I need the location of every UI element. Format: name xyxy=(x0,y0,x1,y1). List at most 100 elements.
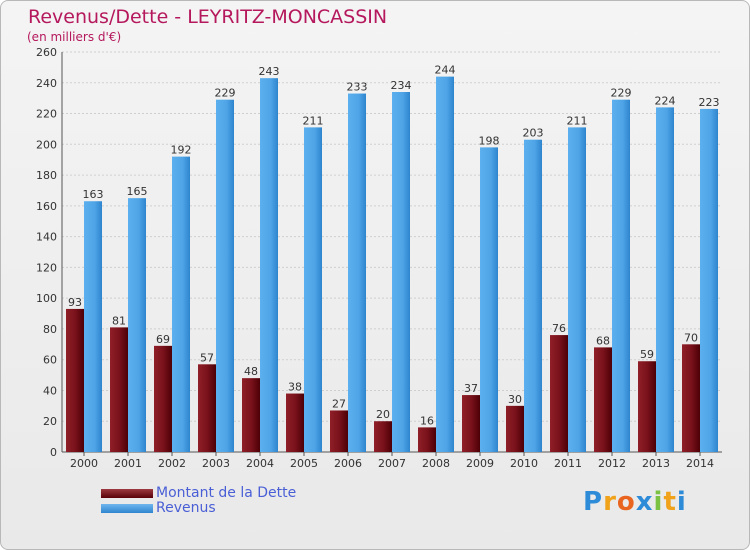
data-label-revenus-2003: 229 xyxy=(215,87,236,100)
bar-revenus-2009 xyxy=(480,147,498,452)
chart-subtitle: (en milliers d'€) xyxy=(27,30,122,44)
data-label-revenus-2002: 192 xyxy=(171,144,192,157)
bar-revenus-2007 xyxy=(392,92,410,452)
logo-letter: i xyxy=(653,487,664,517)
x-tick-label: 2006 xyxy=(334,457,362,470)
y-tick-label: 60 xyxy=(43,354,57,367)
data-label-debt-2008: 16 xyxy=(420,414,434,427)
data-label-revenus-2001: 165 xyxy=(127,185,148,198)
bar-debt-2014 xyxy=(682,344,700,452)
y-tick-label: 240 xyxy=(36,77,57,90)
bar-revenus-2006 xyxy=(348,93,366,453)
legend-swatch-revenus xyxy=(101,504,153,513)
data-label-revenus-2005: 211 xyxy=(303,114,324,127)
data-label-debt-2002: 69 xyxy=(156,333,170,346)
x-tick-label: 2010 xyxy=(510,457,538,470)
data-label-revenus-2013: 224 xyxy=(655,94,676,107)
x-tick-label: 2014 xyxy=(686,457,714,470)
bar-revenus-2010 xyxy=(524,139,542,452)
x-tick-label: 2005 xyxy=(290,457,318,470)
data-label-debt-2000: 93 xyxy=(68,296,82,309)
data-label-revenus-2004: 243 xyxy=(259,65,280,78)
y-tick-label: 20 xyxy=(43,415,57,428)
logo-letter: i xyxy=(676,487,687,517)
data-label-debt-2009: 37 xyxy=(464,382,478,395)
bar-revenus-2008 xyxy=(436,76,454,452)
y-tick-label: 100 xyxy=(36,292,57,305)
y-tick-label: 160 xyxy=(36,200,57,213)
bar-revenus-2000 xyxy=(84,201,102,452)
bar-debt-2008 xyxy=(418,427,436,452)
x-tick-label: 2007 xyxy=(378,457,406,470)
x-tick-label: 2009 xyxy=(466,457,494,470)
bar-revenus-2004 xyxy=(260,78,278,453)
logo-letter: P xyxy=(583,487,604,517)
y-tick-label: 200 xyxy=(36,138,57,151)
data-label-revenus-2014: 223 xyxy=(699,96,720,109)
bar-debt-2003 xyxy=(198,364,216,452)
data-label-debt-2014: 70 xyxy=(684,331,698,344)
chart-title: Revenus/Dette - LEYRITZ-MONCASSIN xyxy=(28,6,388,28)
data-label-debt-2005: 38 xyxy=(288,381,302,394)
logo-letter: x xyxy=(635,487,654,517)
bar-debt-2000 xyxy=(66,308,84,452)
x-tick-label: 2011 xyxy=(554,457,582,470)
data-label-debt-2011: 76 xyxy=(552,322,566,335)
bar-debt-2007 xyxy=(374,421,392,452)
bar-debt-2005 xyxy=(286,393,304,452)
x-tick-label: 2002 xyxy=(158,457,186,470)
data-label-revenus-2006: 233 xyxy=(347,81,368,94)
logo-letter: o xyxy=(616,487,636,517)
bar-debt-2012 xyxy=(594,347,612,452)
data-label-revenus-2010: 203 xyxy=(523,127,544,140)
y-tick-label: 80 xyxy=(43,323,57,336)
x-tick-label: 2012 xyxy=(598,457,626,470)
logo-letter: r xyxy=(603,487,617,517)
bar-revenus-2012 xyxy=(612,99,630,452)
data-label-debt-2013: 59 xyxy=(640,348,654,361)
bar-debt-2010 xyxy=(506,405,524,452)
data-label-revenus-2000: 163 xyxy=(83,188,104,201)
bar-revenus-2005 xyxy=(304,127,322,452)
data-label-debt-2004: 48 xyxy=(244,365,258,378)
bar-debt-2013 xyxy=(638,361,656,452)
bar-revenus-2013 xyxy=(656,107,674,452)
legend-label-revenus: Revenus xyxy=(156,500,216,516)
bar-debt-2011 xyxy=(550,335,568,452)
proxiti-logo: Proxiti xyxy=(583,487,687,517)
y-tick-label: 40 xyxy=(43,384,57,397)
y-tick-label: 180 xyxy=(36,169,57,182)
data-label-debt-2012: 68 xyxy=(596,334,610,347)
legend-label-debt: Montant de la Dette xyxy=(156,485,297,501)
y-tick-label: 140 xyxy=(36,231,57,244)
data-label-debt-2007: 20 xyxy=(376,408,390,421)
data-label-revenus-2011: 211 xyxy=(567,114,588,127)
y-tick-label: 0 xyxy=(50,446,57,459)
x-tick-label: 2000 xyxy=(70,457,98,470)
bar-revenus-2002 xyxy=(172,156,190,452)
bar-debt-2002 xyxy=(154,345,172,452)
data-label-revenus-2009: 198 xyxy=(479,134,500,147)
bar-revenus-2001 xyxy=(128,198,146,452)
bar-debt-2004 xyxy=(242,378,260,452)
bar-revenus-2014 xyxy=(700,108,718,452)
legend-swatch-debt xyxy=(101,489,153,498)
y-tick-label: 260 xyxy=(36,46,57,59)
bar-debt-2001 xyxy=(110,327,128,452)
x-tick-label: 2001 xyxy=(114,457,142,470)
bar-debt-2006 xyxy=(330,410,348,452)
logo-letter: t xyxy=(663,487,677,517)
y-tick-label: 120 xyxy=(36,261,57,274)
data-label-revenus-2007: 234 xyxy=(391,79,412,92)
data-label-revenus-2012: 229 xyxy=(611,87,632,100)
bar-debt-2009 xyxy=(462,395,480,452)
y-tick-label: 220 xyxy=(36,108,57,121)
x-tick-label: 2013 xyxy=(642,457,670,470)
data-label-revenus-2008: 244 xyxy=(435,64,456,77)
bar-revenus-2011 xyxy=(568,127,586,452)
data-label-debt-2010: 30 xyxy=(508,393,522,406)
data-label-debt-2006: 27 xyxy=(332,397,346,410)
x-tick-label: 2004 xyxy=(246,457,274,470)
